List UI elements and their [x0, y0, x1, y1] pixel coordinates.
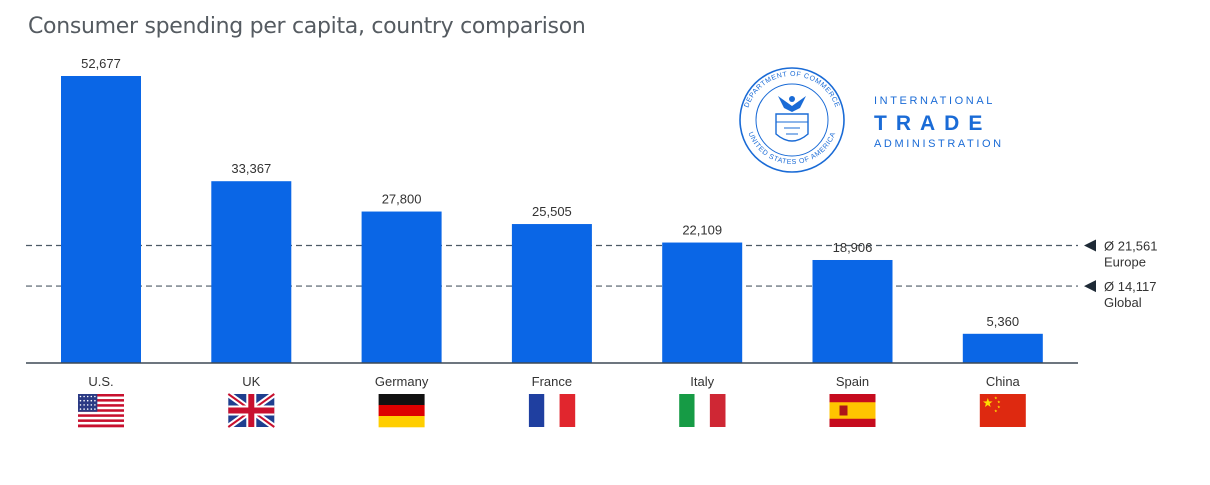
- logo-line-administration: ADMINISTRATION: [874, 138, 1004, 150]
- value-label: 5,360: [987, 314, 1020, 329]
- spain-flag-icon: [829, 394, 876, 427]
- commerce-seal: DEPARTMENT OF COMMERCE UNITED STATES OF …: [739, 67, 845, 173]
- bar-china: [962, 333, 1043, 363]
- france-flag-icon: [528, 394, 576, 427]
- china-flag-icon: [979, 394, 1026, 427]
- italy-flag-icon: [679, 394, 726, 427]
- reference-marker: [1084, 280, 1096, 293]
- category-label: Germany: [375, 374, 429, 389]
- category-label: China: [986, 374, 1021, 389]
- bar-france: [511, 224, 592, 363]
- category-label: Spain: [836, 374, 869, 389]
- svg-text:DEPARTMENT OF COMMERCE: DEPARTMENT OF COMMERCE: [743, 71, 840, 109]
- bar-us: [61, 76, 141, 363]
- reference-label: Global: [1104, 295, 1142, 310]
- chart-title: Consumer spending per capita, country co…: [28, 14, 586, 39]
- value-label: 27,800: [382, 192, 422, 207]
- bar-spain: [812, 259, 893, 363]
- bar-uk: [211, 181, 292, 363]
- category-label: U.S.: [88, 374, 113, 389]
- bar-germany: [361, 211, 442, 363]
- category-label: France: [532, 374, 572, 389]
- value-label: 22,109: [682, 223, 722, 238]
- eagle-icon: [778, 96, 806, 112]
- logo-line-international: INTERNATIONAL: [874, 95, 995, 107]
- reference-marker: [1084, 239, 1096, 252]
- reference-value: Ø 21,561: [1104, 239, 1158, 254]
- shield-icon: [775, 113, 809, 142]
- germany-flag-icon: [378, 394, 425, 428]
- logo-line-trade: TRADE: [874, 112, 991, 135]
- value-label: 52,677: [81, 56, 121, 71]
- value-label: 25,505: [532, 204, 572, 219]
- value-label: 33,367: [231, 161, 271, 176]
- value-label: 18,906: [833, 240, 873, 255]
- bar-italy: [662, 242, 743, 363]
- uk-flag-icon: [226, 391, 277, 430]
- category-label: Italy: [690, 374, 714, 389]
- reference-value: Ø 14,117: [1104, 279, 1157, 294]
- us-flag-icon: [78, 394, 124, 428]
- category-label: UK: [242, 374, 260, 389]
- ita-logo: DEPARTMENT OF COMMERCE UNITED STATES OF …: [739, 67, 1004, 173]
- reference-label: Europe: [1104, 255, 1146, 270]
